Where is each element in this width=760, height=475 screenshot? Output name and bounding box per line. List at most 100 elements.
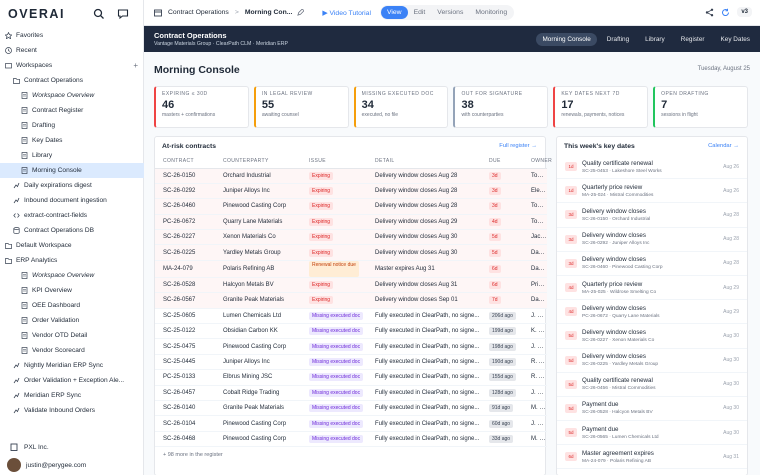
table-row[interactable]: SC-25-0475 Pinewood Casting Corp Missing e… [155,338,547,355]
sidebar-item[interactable]: Vendor OTD Detail [0,328,144,343]
key-date-subtitle: SC-26-0528 · Halcyon Metals BV [582,410,653,416]
nav-drafting[interactable]: Drafting [606,36,630,43]
sidebar-item[interactable]: Order Validation + Exception Ale... [0,373,144,388]
breadcrumb-workspace[interactable]: Contract Operations [168,9,229,16]
key-date-item[interactable]: 5d Payment due SC-26-0565 · Lumen Chemical… [557,421,747,446]
add-workspace-button[interactable]: + [133,61,138,70]
key-date-date: Aug 28 [723,260,739,267]
nav-library[interactable]: Library [645,36,665,43]
table-row[interactable]: SC-25-0445 Juniper Alloys Inc Missing exec… [155,354,547,371]
sidebar-item[interactable]: Workspace Overview [0,88,144,103]
table-row[interactable]: MA-24-079 Polaris Refining AB Renewal noti… [155,260,547,278]
key-date-body: Payment due SC-26-0528 · Halcyon Metals B… [582,401,653,415]
table-row[interactable]: SC-26-0528 Halcyon Metals BV Expiring Deliv… [155,277,547,294]
issue-tag: Missing executed doc [309,357,364,366]
key-date-body: Quarterly price review MA-25-025 · Wildro… [582,281,656,295]
sidebar-item[interactable]: Contract Operations [0,73,144,88]
sidebar-item[interactable]: Inbound document ingestion [0,193,144,208]
sidebar-item[interactable]: Drafting [0,118,144,133]
table-row[interactable]: PC-26-0672 Quarry Lane Materials Expiring D… [155,214,547,231]
sidebar-item[interactable]: Morning Console [0,163,144,178]
key-date-item[interactable]: 3d Delivery window closes SC-26-0292 · Jun… [557,228,747,252]
key-date-item[interactable]: 6d Master agreement expires MA-24-079 · Po… [557,445,747,470]
table-row[interactable]: SC-26-0457 Cobalt Ridge Trading Missing ex… [155,385,547,401]
table-row[interactable]: SC-26-0468 Pinewood Casting Corp Missing e… [155,431,547,448]
sidebar-item[interactable]: Key Dates [0,133,144,148]
table-row[interactable]: SC-26-0292 Juniper Alloys Inc Expiring Deli… [155,183,547,200]
table-row[interactable]: SC-26-0104 Pinewood Casting Corp Missing e… [155,415,547,432]
sidebar-item[interactable]: Validate Inbound Orders [0,403,144,418]
key-date-item[interactable]: 5d Payment due SC-26-0528 · Halcyon Metals… [557,397,747,422]
calendar-link[interactable]: Calendar → [708,143,739,149]
sidebar-item[interactable]: Contract Operations DB [0,223,144,238]
table-row[interactable]: SC-26-0567 Granite Peak Materials Expiring… [155,292,547,309]
user-menu[interactable]: justin@perygee.com [0,455,144,475]
tab-monitoring[interactable]: Monitoring [475,9,508,16]
table-row[interactable]: SC-26-0460 Pinewood Casting Corp Expiring D… [155,198,547,215]
tab-view[interactable]: View [380,6,408,19]
kpi-label: Expiring ≤ 30d [162,91,208,97]
key-date-title: Delivery window closes [582,256,646,264]
sidebar-item[interactable]: KPI Overview [0,283,144,298]
doc-icon [21,92,28,99]
sidebar-item[interactable]: Nightly Meridian ERP Sync [0,358,144,373]
key-date-item[interactable]: 4d Delivery window closes PC-26-0672 · Qua… [557,300,747,325]
sidebar-item[interactable]: ERP Analytics [0,253,144,268]
pencil-icon[interactable] [297,9,305,16]
table-row[interactable]: SC-26-0227 Xenon Materials Co Expiring Deli… [155,229,547,246]
sidebar-item[interactable]: Default Workspace [0,238,144,253]
sidebar-item[interactable]: Order Validation [0,313,144,328]
kpi-card[interactable]: Open drafting 7 sessions in flight [653,86,748,128]
table-row[interactable]: SC-26-0225 Yardley Metals Group Expiring De… [155,244,547,261]
nav-morning-console[interactable]: Morning Console [536,33,597,46]
kpi-card[interactable]: Out for signature 38 with counterparties [453,86,549,128]
key-date-item[interactable]: 4d Quarterly price review MA-25-025 · Wild… [557,276,747,301]
sidebar-item[interactable]: OEE Dashboard [0,298,144,313]
sidebar-item[interactable]: Contract Register [0,103,144,118]
nav-key-dates[interactable]: Key Dates [720,36,750,43]
key-date-item[interactable]: 5d Quality certificate renewal SC-26-0456 … [557,373,747,397]
video-tutorial-link[interactable]: ▶ Video Tutorial [322,9,371,17]
sidebar-item[interactable]: Workspace Overview [0,268,144,283]
chat-icon[interactable] [117,8,129,20]
key-date-item[interactable]: 5d Delivery window closes SC-26-0225 · Yar… [557,349,747,373]
key-date-body: Delivery window closes SC-26-0460 · Pinew… [582,256,663,270]
sidebar-item[interactable]: Vendor Scorecard [0,343,144,358]
refresh-icon[interactable] [721,8,730,17]
nav-register[interactable]: Register [680,36,705,43]
table-row[interactable]: SC-25-0122 Obsidian Carbon KK Missing exec… [155,323,547,340]
sidebar-item[interactable]: Meridian ERP Sync [0,388,144,403]
kpi-subtext: executed, no file [361,112,399,118]
kpi-card[interactable]: In legal review 55 awaiting counsel [253,86,349,128]
share-icon[interactable] [705,8,714,17]
table-row[interactable]: PC-25-0133 Elbrus Mining JSC Missing execu… [155,369,547,386]
days-badge: 5d [565,331,577,341]
sidebar-item[interactable]: extract-contract-fields [0,208,144,223]
sidebar-item[interactable]: Workspaces + [0,58,144,73]
table-row[interactable]: SC-25-0605 Lumen Chemicals Ltd Missing exe… [155,308,547,325]
key-date-item[interactable]: 5d Delivery window closes SC-26-0227 · Xen… [557,324,747,349]
kpi-card[interactable]: Missing executed doc 34 executed, no file [353,86,449,128]
tab-versions[interactable]: Versions [437,9,464,16]
kpi-card[interactable]: Expiring ≤ 30d 46 masters + confirmations [154,86,249,128]
sidebar-item[interactable]: Library [0,148,144,163]
days-badge: 3d [565,210,577,220]
org-switcher[interactable]: PXL Inc. [0,439,144,455]
table-cell: Pinewood Casting Corp [215,431,301,448]
sidebar-item[interactable]: Recent [0,43,144,58]
sidebar-item[interactable]: Favorites [0,28,144,43]
key-date-item[interactable]: 3d Delivery window closes SC-26-0460 · Pin… [557,252,747,276]
table-row[interactable]: SC-26-0150 Orchard Industrial Expiring Deli… [155,168,547,184]
table-row[interactable]: SC-26-0140 Granite Peak Materials Missing … [155,400,547,417]
version-badge[interactable]: v3 [737,7,752,17]
sidebar-item[interactable]: Daily expirations digest [0,178,144,193]
full-register-link[interactable]: Full register → [499,143,537,149]
more-link[interactable]: + 98 more in the register [163,452,223,459]
key-date-item[interactable]: 3d Delivery window closes SC-26-0150 · Orc… [557,203,747,228]
tab-edit[interactable]: Edit [413,9,426,16]
search-icon[interactable] [93,8,105,20]
key-date-item[interactable]: 1d Quality certificate renewal SC-25-0453 … [557,155,747,180]
sidebar-item-label: ERP Analytics [16,257,58,264]
key-date-item[interactable]: 1d Quarterly price review MA-25-024 · Mist… [557,179,747,204]
